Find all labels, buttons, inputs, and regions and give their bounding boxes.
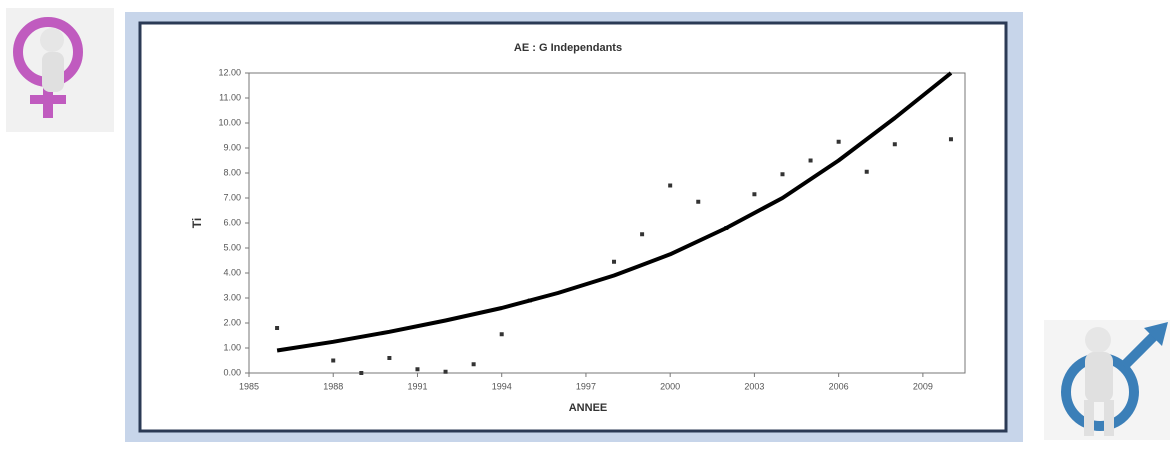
data-point: [809, 159, 813, 163]
x-tick-label: 2003: [744, 381, 764, 391]
data-point: [949, 137, 953, 141]
data-point: [612, 260, 616, 264]
y-tick-label: 10.00: [218, 117, 241, 127]
data-point: [359, 371, 363, 375]
y-tick-label: 12.00: [218, 67, 241, 77]
data-point: [444, 370, 448, 374]
y-axis-label: Ti: [190, 218, 204, 228]
y-tick-label: 5.00: [223, 242, 241, 252]
y-tick-label: 4.00: [223, 267, 241, 277]
y-tick-label: 3.00: [223, 292, 241, 302]
data-point: [640, 232, 644, 236]
x-tick-label: 1985: [239, 381, 259, 391]
female-icon: [6, 8, 114, 132]
x-tick-label: 1991: [407, 381, 427, 391]
chart-panel: [140, 23, 1006, 431]
x-tick-label: 1994: [492, 381, 512, 391]
y-tick-label: 7.00: [223, 192, 241, 202]
y-tick-label: 9.00: [223, 142, 241, 152]
x-axis-label: ANNEE: [569, 402, 608, 414]
page: {"chart_data": { "type": "scatter", "tit…: [0, 0, 1174, 444]
data-point: [780, 172, 784, 176]
y-tick-label: 8.00: [223, 167, 241, 177]
x-tick-label: 1997: [576, 381, 596, 391]
x-tick-label: 2000: [660, 381, 680, 391]
data-point: [696, 200, 700, 204]
y-tick-label: 0.00: [223, 367, 241, 377]
data-point: [752, 192, 756, 196]
x-tick-label: 1988: [323, 381, 343, 391]
y-tick-label: 11.00: [219, 92, 241, 102]
data-point: [893, 142, 897, 146]
chart-title: AE : G Independants: [514, 42, 622, 54]
x-tick-label: 2006: [829, 381, 849, 391]
data-point: [331, 359, 335, 363]
data-point: [415, 367, 419, 371]
data-point: [837, 140, 841, 144]
y-tick-label: 2.00: [223, 317, 241, 327]
data-point: [275, 326, 279, 330]
x-tick-label: 2009: [913, 381, 933, 391]
slide: AE : G Independants ANNEE Ti 0.00 1.00 2.0…: [0, 0, 1174, 444]
data-point: [668, 184, 672, 188]
male-icon: [1044, 320, 1170, 440]
y-tick-label: 6.00: [223, 217, 241, 227]
data-point: [500, 332, 504, 336]
data-point: [387, 356, 391, 360]
data-point: [865, 170, 869, 174]
y-tick-label: 1.00: [223, 342, 241, 352]
data-point: [472, 362, 476, 366]
